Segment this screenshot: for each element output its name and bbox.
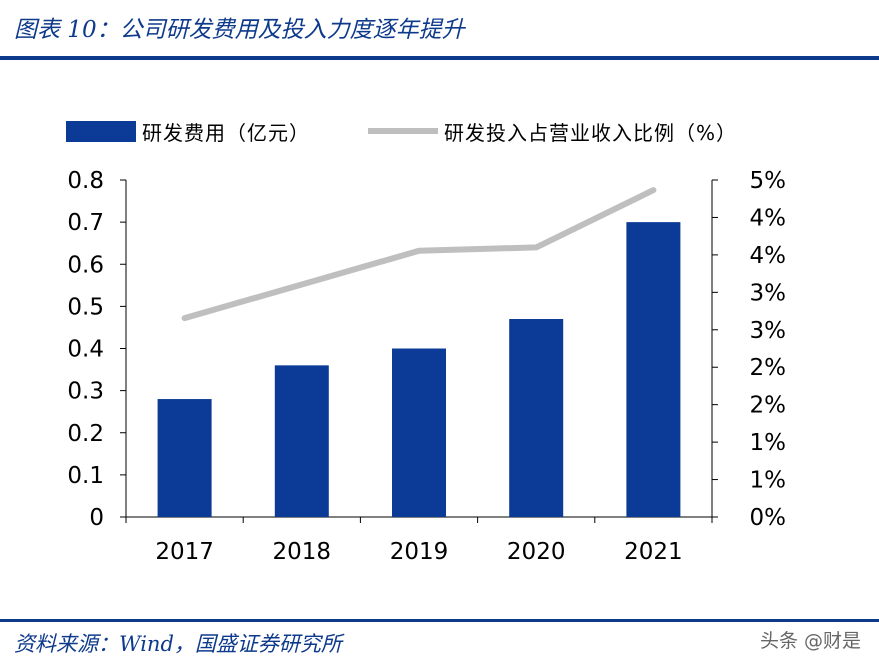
footer-divider [0, 619, 879, 622]
source-note: 资料来源：Wind，国盛证券研究所 [14, 632, 342, 656]
x-tick-label: 2017 [155, 539, 214, 565]
right-tick-label: 4% [750, 205, 787, 231]
line-point-rd-ratio [535, 246, 537, 248]
line-rd-ratio [181, 187, 657, 322]
line-point-rd-ratio [418, 250, 420, 252]
x-tick-label: 2020 [507, 539, 566, 565]
legend-bar-label: 研发费用（亿元） [142, 121, 310, 145]
line-point-rd-ratio [301, 283, 303, 285]
left-tick-label: 0.3 [67, 379, 104, 405]
watermark-text: 头条 @财是 [759, 630, 861, 652]
chart-canvas: 研发费用（亿元） 研发投入占营业收入比例（%） 0 0.1 0.2 0.3 0.4 0.5… [66, 121, 787, 565]
title-divider [0, 56, 879, 60]
line-point-rd-ratio [652, 189, 654, 191]
x-tick-label: 2021 [624, 539, 683, 565]
left-tick-label: 0.2 [67, 421, 104, 447]
x-tick-label: 2019 [390, 539, 449, 565]
right-tick-label: 1% [750, 468, 787, 494]
bar-rd-expense [509, 319, 564, 517]
left-tick-label: 0.1 [67, 463, 104, 489]
right-tick-label: 2% [750, 393, 787, 419]
left-tick-label: 0.8 [67, 168, 104, 194]
watermark: 头条 @财是 [760, 626, 861, 653]
x-tick-label: 2018 [273, 539, 332, 565]
right-tick-label: 0% [750, 505, 787, 531]
bar-rd-expense [626, 222, 681, 517]
left-tick-label: 0 [89, 505, 104, 531]
right-tick-label: 2% [750, 355, 787, 381]
right-tick-label: 3% [750, 318, 787, 344]
legend-line-label: 研发投入占营业收入比例（%） [444, 121, 737, 145]
bar-rd-expense [274, 365, 329, 517]
left-tick-label: 0.4 [67, 337, 104, 363]
legend-bar-swatch [66, 121, 136, 142]
line-point-rd-ratio [184, 317, 186, 319]
bar-rd-expense [392, 348, 446, 517]
right-tick-label: 3% [750, 280, 787, 306]
left-tick-label: 0.5 [67, 294, 104, 320]
left-tick-label: 0.7 [67, 210, 104, 236]
chart-title: 图表 10：公司研发费用及投入力度逐年提升 [14, 17, 465, 43]
right-tick-label: 1% [750, 430, 787, 456]
left-tick-label: 0.6 [67, 252, 104, 278]
right-tick-label: 4% [750, 243, 787, 269]
bar-rd-expense [157, 399, 212, 517]
right-tick-label: 5% [750, 168, 787, 194]
